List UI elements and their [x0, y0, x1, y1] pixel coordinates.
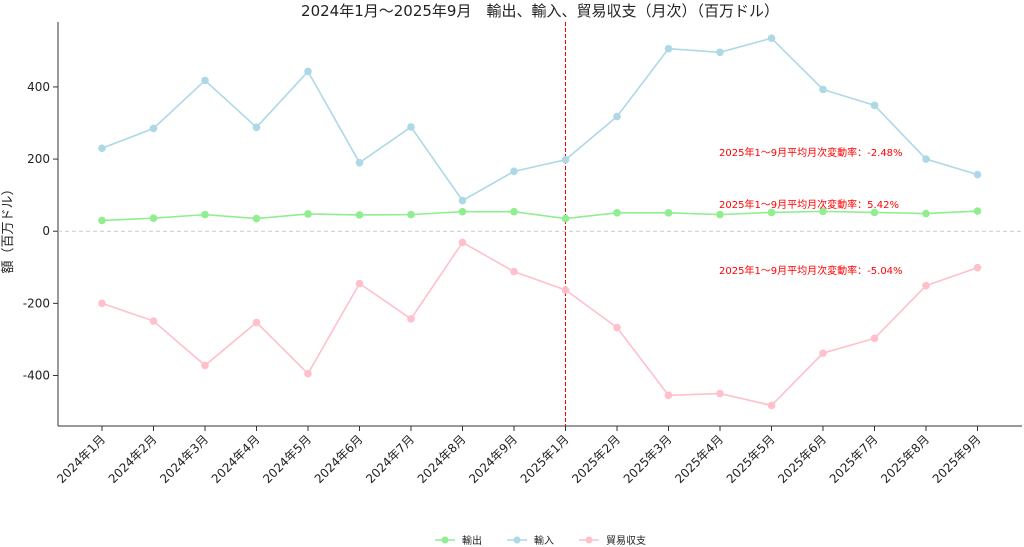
data-point-0 [98, 216, 106, 225]
data-point-0 [355, 211, 364, 219]
data-point-2 [510, 267, 518, 276]
legend-label: 輸出 [462, 534, 482, 547]
x-tick-label: 2024年6月 [312, 432, 366, 486]
data-point-1 [767, 34, 776, 43]
data-point-1 [664, 44, 673, 53]
data-point-0 [149, 214, 158, 223]
data-point-2 [458, 238, 467, 247]
data-point-1 [561, 155, 570, 164]
data-point-1 [355, 158, 364, 167]
legend: 輸出 輸入 貿易収支 [435, 534, 646, 547]
x-tick-label: 2024年2月 [106, 432, 160, 486]
data-point-2 [664, 391, 673, 400]
x-tick-label: 2024年7月 [363, 432, 417, 486]
data-point-0 [561, 214, 570, 223]
data-point-0 [664, 209, 673, 217]
data-point-1 [819, 85, 827, 94]
x-tick-label: 2025年5月 [724, 432, 778, 486]
data-point-1 [407, 123, 415, 131]
data-point-0 [510, 207, 518, 216]
data-point-0 [407, 210, 415, 219]
series-line-2 [101, 241, 978, 407]
data-point-2 [304, 369, 312, 378]
data-point-2 [252, 318, 261, 327]
x-tick-label: 2024年3月 [157, 432, 211, 486]
annotation-label: 2025年1〜9月平均月次変動率：5.42% [719, 198, 899, 211]
x-tick-label: 2025年7月 [827, 432, 881, 486]
y-tick-label: 200 [27, 152, 50, 166]
x-tick-label: 2025年1月 [518, 432, 572, 486]
data-point-2 [98, 299, 106, 308]
annotation-label: 2025年1〜9月平均月次変動率：-5.04% [719, 264, 903, 277]
y-tick-label: -400 [23, 369, 50, 383]
data-point-1 [716, 48, 724, 57]
data-point-2 [201, 361, 209, 370]
data-point-1 [870, 101, 879, 110]
data-point-0 [252, 214, 261, 223]
data-point-2 [922, 281, 930, 290]
x-tick-label: 2024年9月 [466, 432, 520, 486]
x-tick-label: 2025年4月 [672, 432, 726, 486]
data-point-0 [716, 210, 724, 219]
x-tick-label: 2024年5月 [260, 432, 314, 486]
data-point-0 [201, 210, 209, 219]
data-point-1 [613, 112, 621, 121]
data-point-2 [973, 263, 982, 272]
data-point-2 [355, 279, 364, 288]
data-point-2 [561, 286, 570, 294]
data-point-0 [458, 207, 467, 216]
data-point-1 [922, 155, 930, 163]
annotations: 2025年1〜9月平均月次変動率：-2.48% 2025年1〜9月平均月次変動率：… [719, 146, 903, 277]
x-tick-label: 2024年1月 [54, 432, 108, 486]
x-tick-label: 2025年3月 [621, 432, 675, 486]
x-tick-label: 2025年6月 [775, 432, 829, 486]
data-point-0 [973, 207, 982, 215]
legend-label: 貿易収支 [606, 535, 646, 547]
data-point-1 [973, 170, 982, 179]
data-point-0 [870, 208, 879, 217]
data-point-2 [149, 317, 158, 325]
x-tick-label: 2025年9月 [930, 432, 984, 486]
legend-marker [585, 536, 593, 544]
data-point-1 [252, 123, 261, 132]
data-point-2 [407, 315, 415, 323]
data-point-1 [304, 67, 312, 76]
x-tick-label: 2024年8月 [415, 432, 469, 486]
data-point-1 [510, 167, 518, 176]
chart-title: 2024年1月〜2025年9月 輸出、輸入、貿易収支（月次）（百万ドル） [301, 2, 779, 20]
legend-marker [441, 536, 449, 544]
data-point-0 [613, 209, 621, 217]
series-line-0 [101, 210, 978, 222]
data-point-1 [149, 124, 158, 133]
data-point-0 [819, 207, 827, 216]
axes: -400-20002004002024年1月2024年2月2024年3月2024… [23, 22, 1022, 486]
data-point-1 [98, 144, 106, 153]
data-point-0 [767, 208, 776, 217]
y-tick-label: 0 [42, 224, 50, 238]
legend-marker [513, 536, 521, 544]
data-point-0 [922, 209, 930, 218]
y-tick-label: -200 [23, 296, 50, 310]
plot-area [58, 22, 1022, 426]
data-point-2 [613, 323, 621, 332]
y-tick-label: 400 [27, 80, 50, 94]
data-point-2 [870, 334, 879, 343]
x-tick-label: 2024年4月 [209, 432, 263, 486]
data-point-0 [304, 210, 312, 218]
x-tick-label: 2025年8月 [878, 432, 932, 486]
data-point-1 [458, 196, 467, 205]
data-point-2 [767, 401, 776, 410]
x-tick-label: 2025年2月 [569, 432, 623, 486]
data-point-1 [201, 76, 209, 85]
y-axis-label: 額（百万ドル） [1, 182, 16, 273]
series-line-1 [101, 37, 978, 202]
legend-label: 輸入 [534, 534, 554, 547]
data-point-2 [716, 389, 724, 398]
data-point-2 [819, 349, 827, 357]
annotation-label: 2025年1〜9月平均月次変動率：-2.48% [719, 146, 903, 159]
